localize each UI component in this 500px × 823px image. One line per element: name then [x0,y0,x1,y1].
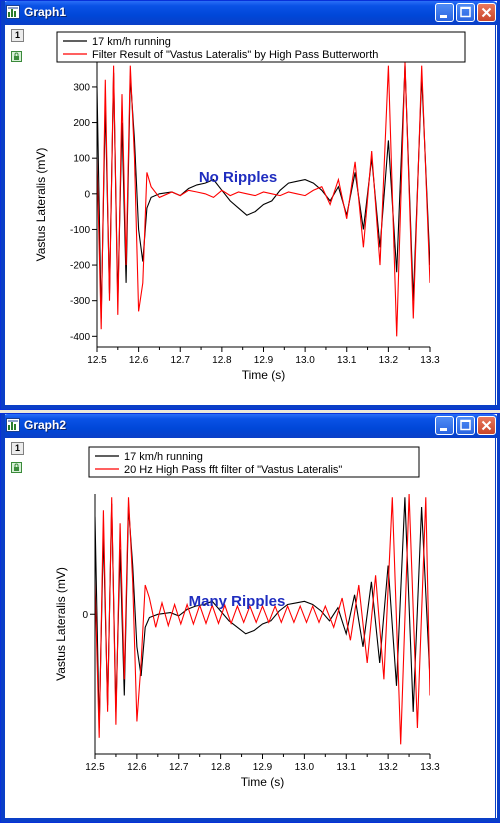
close-button[interactable] [477,416,496,435]
x-tick-label: 12.7 [169,762,189,773]
minimize-button[interactable] [435,3,454,22]
legend-label-2: Filter Result of "Vastus Lateralis" by H… [92,49,378,61]
y-tick-label: 100 [73,154,90,165]
graph1-chart[interactable]: 12.5 12.6 12.7 12.8 12.9 13.0 13.1 13.2 13.3 300 2… [5,25,495,405]
legend-box [56,31,466,63]
y-tick-label: -200 [70,261,90,272]
legend-label-2: 20 Hz High Pass fft filter of "Vastus La… [124,464,342,476]
legend-label-1: 17 km/h running [124,451,203,463]
maximize-icon [460,419,471,431]
graph2-chart[interactable]: 12.5 12.6 12.7 12.8 12.9 13.0 13.1 13.2 13.3 0 Tim… [5,438,495,818]
x-tick-label: 12.5 [85,762,105,773]
maximize-button[interactable] [456,3,475,22]
x-tick-label: 12.6 [127,762,147,773]
series-line-1 [95,497,430,729]
annotation-label: Many Ripples [189,593,286,610]
x-tick-label: 13.2 [379,355,399,366]
y-tick-label: 0 [84,189,90,200]
lock-icon[interactable] [11,462,22,473]
series-line-2 [97,62,430,337]
graph-window-icon [6,418,20,432]
graph2-title: Graph2 [24,418,67,432]
x-axis-label: Time (s) [242,368,286,382]
annotation-label: No Ripples [199,169,277,186]
y-tick-label: 0 [82,610,88,621]
graph-window-icon [6,5,20,19]
x-tick-label: 13.2 [378,762,398,773]
x-tick-label: 13.3 [420,355,440,366]
layer-1-button[interactable]: 1 [11,442,24,455]
close-button[interactable] [477,3,496,22]
graph1-titlebar[interactable]: Graph1 [1,1,499,25]
graph1-window[interactable]: Graph1 1 12.5 12.6 12.7 12.8 12.9 13.0 13.1 13.… [0,0,500,410]
x-tick-label: 12.8 [211,762,231,773]
y-tick-label: -100 [70,225,90,236]
x-tick-label: 13.1 [337,762,357,773]
maximize-icon [460,6,471,18]
y-axis-label: Vastus Lateralis (mV) [34,148,48,262]
y-tick-label: -300 [70,296,90,307]
close-icon [481,420,492,431]
x-tick-label: 13.3 [420,762,440,773]
legend-label-1: 17 km/h running [92,36,171,48]
x-tick-label: 12.6 [129,355,149,366]
x-tick-label: 13.1 [337,355,357,366]
graph1-title: Graph1 [24,5,67,19]
graph2-window[interactable]: Graph2 1 12.5 12.6 12.7 12.8 12.9 13.0 13.1 13.… [0,413,500,823]
x-tick-label: 12.5 [87,355,107,366]
y-tick-label: 200 [73,118,90,129]
maximize-button[interactable] [456,416,475,435]
x-tick-label: 12.8 [212,355,232,366]
minimize-button[interactable] [435,416,454,435]
lock-icon[interactable] [11,51,22,62]
graph1-client-area[interactable]: 1 12.5 12.6 12.7 12.8 12.9 13.0 13.1 13.2 13.3 30… [4,25,496,406]
y-tick-label: -400 [70,332,90,343]
graph2-client-area[interactable]: 1 12.5 12.6 12.7 12.8 12.9 13.0 13.1 13.2 13.3 0 T… [4,438,496,819]
close-icon [481,7,492,18]
legend-box [88,446,420,478]
minimize-icon [440,15,447,18]
x-tick-label: 13.0 [295,762,315,773]
layer-1-button[interactable]: 1 [11,29,24,42]
y-axis-label: Vastus Lateralis (mV) [54,567,68,681]
series-line-2 [95,494,430,745]
x-tick-label: 12.9 [254,355,274,366]
x-tick-label: 12.7 [171,355,191,366]
x-tick-label: 12.9 [253,762,273,773]
y-tick-label: 300 [73,82,90,93]
x-axis-label: Time (s) [241,775,285,789]
graph2-titlebar[interactable]: Graph2 [1,414,499,438]
minimize-icon [440,428,447,431]
x-tick-label: 13.0 [295,355,315,366]
